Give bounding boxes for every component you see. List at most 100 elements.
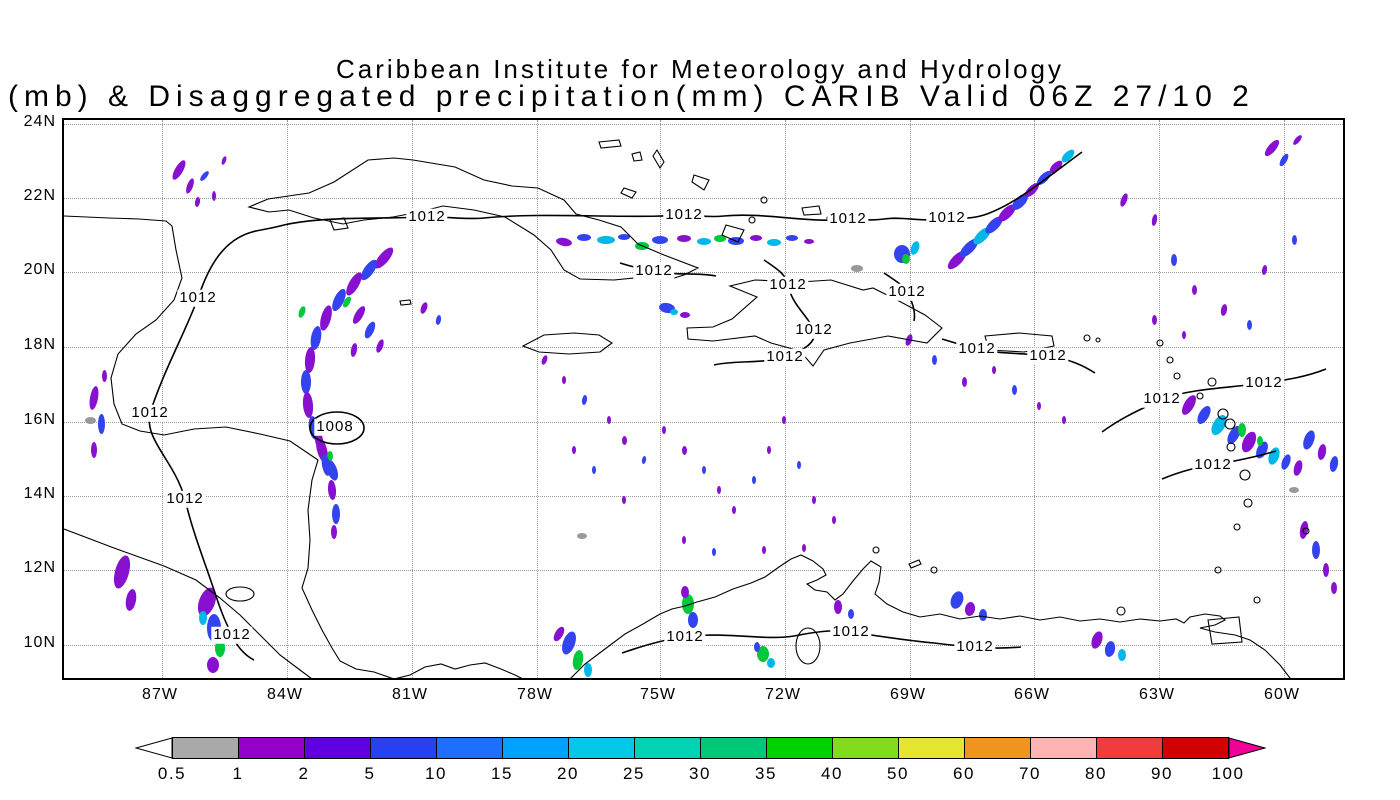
- precip-blob: [992, 366, 996, 374]
- pressure-label-1012: 1012: [954, 637, 996, 656]
- precip-blob: [91, 442, 97, 458]
- colorbar-tick-50: 50: [887, 764, 909, 783]
- gridline-lat-24N: [64, 124, 1343, 125]
- precip-blob: [84, 416, 96, 424]
- precip-blob: [1118, 649, 1126, 661]
- gridline-lat-22N: [64, 198, 1343, 199]
- precip-blob: [782, 416, 786, 424]
- colorbar-tick-80: 80: [1085, 764, 1107, 783]
- lon-axis-label-87W: 87W: [142, 686, 178, 703]
- precip-blob: [662, 426, 666, 434]
- colorbar-segment-2: [304, 737, 371, 759]
- precip-blob: [1291, 235, 1297, 245]
- gridline-lat-18N: [64, 347, 1343, 348]
- precip-blob: [797, 461, 801, 469]
- lon-axis-label-84W: 84W: [267, 686, 303, 703]
- colorbar-tick-100: 100: [1211, 764, 1245, 783]
- gridline-lat-10N: [64, 645, 1343, 646]
- lat-axis-label-10N: 10N: [23, 634, 56, 651]
- gridline-lon-81W: [412, 120, 413, 678]
- colorbar-segment-7: [634, 737, 701, 759]
- precip-blob: [215, 639, 225, 657]
- precip-blob: [1191, 285, 1197, 295]
- pressure-label-1012: 1012: [926, 208, 968, 227]
- gridline-lon-72W: [785, 120, 786, 678]
- colorbar-segment-14: [1096, 737, 1163, 759]
- precip-blob: [621, 435, 627, 445]
- precip-blob: [931, 355, 937, 365]
- lon-axis-label-75W: 75W: [640, 686, 676, 703]
- gridline-lat-12N: [64, 570, 1343, 571]
- colorbar-segment-9: [766, 737, 833, 759]
- precip-blob: [832, 516, 836, 524]
- precip-blob: [767, 238, 781, 246]
- precip-blob: [812, 496, 816, 504]
- lat-axis-label-16N: 16N: [23, 411, 56, 428]
- precip-blob: [572, 446, 576, 454]
- colorbar-tick-70: 70: [1019, 764, 1041, 783]
- pressure-label-1012: 1012: [793, 320, 835, 339]
- precip-blob: [757, 646, 769, 662]
- colorbar-segment-8: [700, 737, 767, 759]
- precip-blob: [670, 309, 678, 315]
- precip-blob: [834, 600, 842, 614]
- colorbar-tick-0.5: 0.5: [157, 764, 187, 783]
- chart-title-line2: (mb) & Disaggregated precipitation(mm) C…: [8, 80, 1255, 113]
- precip-blob: [597, 236, 615, 244]
- colorbar-tick-40: 40: [821, 764, 843, 783]
- pressure-label-1012: 1012: [663, 205, 705, 224]
- precip-blob: [1037, 402, 1041, 410]
- precip-blob: [786, 235, 798, 241]
- precip-blob: [688, 612, 698, 628]
- precip-blob: [702, 466, 706, 474]
- pressure-label-1012: 1012: [830, 622, 872, 641]
- colorbar-segment-15: [1162, 737, 1229, 759]
- lon-axis-label-69W: 69W: [890, 686, 926, 703]
- precip-blob: [331, 525, 337, 539]
- precip-blob: [848, 609, 854, 619]
- colorbar-tick-90: 90: [1151, 764, 1173, 783]
- precip-blob: [1289, 487, 1299, 493]
- pressure-label-1012: 1012: [827, 209, 869, 228]
- precip-blob: [1312, 541, 1320, 559]
- pressure-label-1012: 1012: [633, 261, 675, 280]
- precip-blob: [584, 663, 592, 677]
- lat-axis-label-12N: 12N: [23, 559, 56, 576]
- lon-axis-label-63W: 63W: [1139, 686, 1175, 703]
- precip-blob: [732, 506, 736, 514]
- colorbar-tick-10: 10: [425, 764, 447, 783]
- lon-axis-label-72W: 72W: [765, 686, 801, 703]
- colorbar-segment-3: [370, 737, 437, 759]
- lon-axis-label-81W: 81W: [392, 686, 428, 703]
- precip-blob: [652, 236, 668, 244]
- gridline-lon-69W: [910, 120, 911, 678]
- precip-blob: [607, 416, 611, 424]
- precip-blob: [712, 548, 716, 556]
- precip-blob: [1171, 254, 1177, 266]
- colorbar-tick-25: 25: [623, 764, 645, 783]
- precip-blob: [979, 609, 987, 621]
- colorbar-segment-1: [238, 737, 305, 759]
- precip-blob: [851, 264, 863, 272]
- pressure-label-1012: 1012: [956, 339, 998, 358]
- precip-blob: [961, 377, 967, 387]
- pressure-label-1012: 1012: [406, 207, 448, 226]
- pressure-labels-layer: 1012 1012 1012 1012 1012 1008 1012 1012 1012 1012…: [64, 120, 1343, 678]
- chart-title-line1: Caribbean Institute for Meteorology and …: [336, 54, 1064, 84]
- precip-blob: [714, 234, 726, 242]
- colorbar-legend: 0.5 1 2 5 10 15 20 25 30 35 40 50 60 70 80 90 100: [135, 737, 1266, 787]
- precip-blob: [327, 451, 333, 461]
- precip-blob: [1011, 385, 1017, 395]
- precip-blob: [332, 504, 340, 524]
- gridline-lon-84W: [287, 120, 288, 678]
- colorbar-segment-4: [436, 737, 503, 759]
- gridline-lat-14N: [64, 496, 1343, 497]
- precip-blob: [1323, 563, 1329, 577]
- precip-blob: [762, 546, 766, 554]
- precip-blob: [717, 486, 721, 494]
- precip-blob: [681, 586, 689, 598]
- lat-axis-label-20N: 20N: [23, 261, 56, 278]
- precip-blob: [301, 370, 311, 394]
- precip-blob: [1331, 582, 1337, 594]
